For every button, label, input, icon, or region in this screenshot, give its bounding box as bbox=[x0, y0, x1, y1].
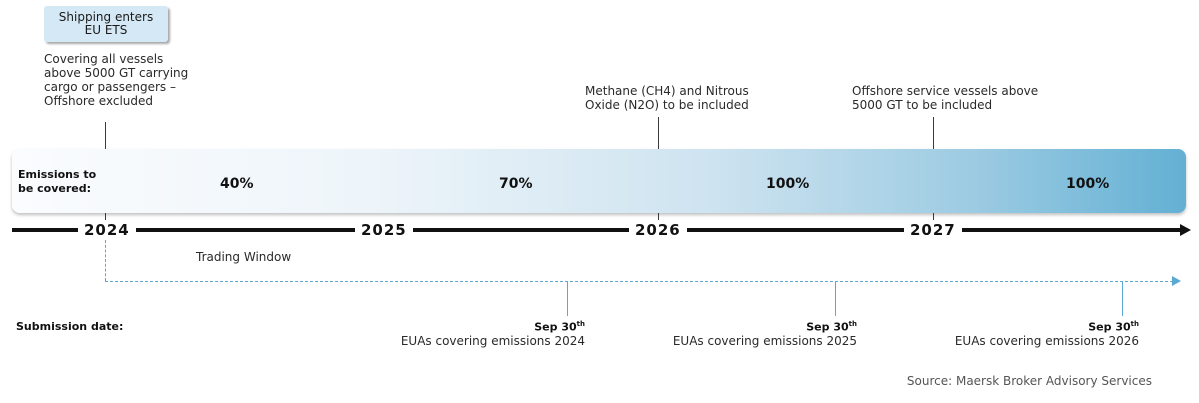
deadline-date-2024: Sep 30th bbox=[534, 320, 585, 334]
band-tick-2026 bbox=[658, 213, 659, 225]
badge-line-1: Shipping enters bbox=[58, 10, 154, 24]
trading-window-label: Trading Window bbox=[196, 250, 292, 264]
submission-date-label: Submission date: bbox=[16, 320, 124, 333]
deadline-text-2025: EUAs covering emissions 2025 bbox=[672, 334, 857, 348]
deadline-date-text: Sep 30 bbox=[806, 320, 849, 334]
deadline-date-suffix: th bbox=[1130, 320, 1139, 328]
submission-tick-2024 bbox=[567, 282, 568, 316]
callout-connector-2026 bbox=[658, 117, 659, 149]
year-2025: 2025 bbox=[355, 220, 413, 240]
source-note: Source: Maersk Broker Advisory Services bbox=[906, 374, 1152, 388]
coverage-percent-2025: 70% bbox=[499, 176, 533, 192]
emissions-label-line: Emissions to bbox=[18, 168, 97, 181]
badge-line-2: EU ETS bbox=[84, 23, 128, 37]
callout-connector-2024 bbox=[105, 122, 106, 149]
deadline-date-2025: Sep 30th bbox=[806, 320, 857, 334]
deadline-date-text: Sep 30 bbox=[534, 320, 577, 334]
coverage-note: Covering all vessels above 5000 GT carry… bbox=[44, 52, 188, 108]
deadline-text-2024: EUAs covering emissions 2024 bbox=[400, 334, 585, 348]
coverage-percent-2024: 40% bbox=[220, 176, 254, 192]
emissions-covered-label: Emissions to be covered: bbox=[18, 168, 96, 196]
submission-tick-2026 bbox=[1122, 282, 1123, 316]
coverage-note-line: Offshore excluded bbox=[44, 94, 153, 108]
coverage-note-line: above 5000 GT carrying bbox=[44, 66, 189, 80]
deadline-date-2026: Sep 30th bbox=[1088, 320, 1139, 334]
coverage-note-line: cargo or passengers – bbox=[44, 80, 176, 94]
offshore-note-line: 5000 GT to be included bbox=[852, 98, 993, 112]
timeline-arrow-icon bbox=[1180, 224, 1191, 236]
submission-dashed-line bbox=[105, 281, 1173, 282]
offshore-note-line: Offshore service vessels above bbox=[852, 84, 1039, 98]
coverage-percent-2026: 100% bbox=[766, 176, 810, 192]
callout-connector-2027 bbox=[933, 117, 934, 149]
submission-dashed-connector bbox=[105, 240, 106, 281]
emissions-coverage-band bbox=[12, 149, 1186, 213]
deadline-date-suffix: th bbox=[576, 320, 585, 328]
offshore-inclusion-note: Offshore service vessels above 5000 GT t… bbox=[852, 84, 1038, 112]
emissions-label-line: be covered: bbox=[18, 182, 92, 195]
year-2027: 2027 bbox=[904, 220, 962, 240]
coverage-note-line: Covering all vessels bbox=[44, 52, 164, 66]
coverage-percent-2027: 100% bbox=[1066, 176, 1110, 192]
deadline-date-text: Sep 30 bbox=[1088, 320, 1131, 334]
shipping-enters-ets-badge: Shipping enters EU ETS bbox=[44, 6, 168, 42]
timeline-axis bbox=[12, 228, 1180, 232]
band-tick-2027 bbox=[933, 213, 934, 225]
year-2026: 2026 bbox=[629, 220, 687, 240]
deadline-text-2026: EUAs covering emissions 2026 bbox=[954, 334, 1139, 348]
year-2024: 2024 bbox=[78, 220, 136, 240]
ghg-note-line: Methane (CH4) and Nitrous bbox=[585, 84, 749, 98]
submission-tick-2025 bbox=[835, 282, 836, 316]
submission-arrow-icon bbox=[1172, 276, 1181, 286]
ghg-note-line: Oxide (N2O) to be included bbox=[585, 98, 749, 112]
deadline-date-suffix: th bbox=[848, 320, 857, 328]
band-tick-2024 bbox=[105, 213, 106, 225]
ghg-inclusion-note: Methane (CH4) and Nitrous Oxide (N2O) to… bbox=[585, 84, 749, 112]
